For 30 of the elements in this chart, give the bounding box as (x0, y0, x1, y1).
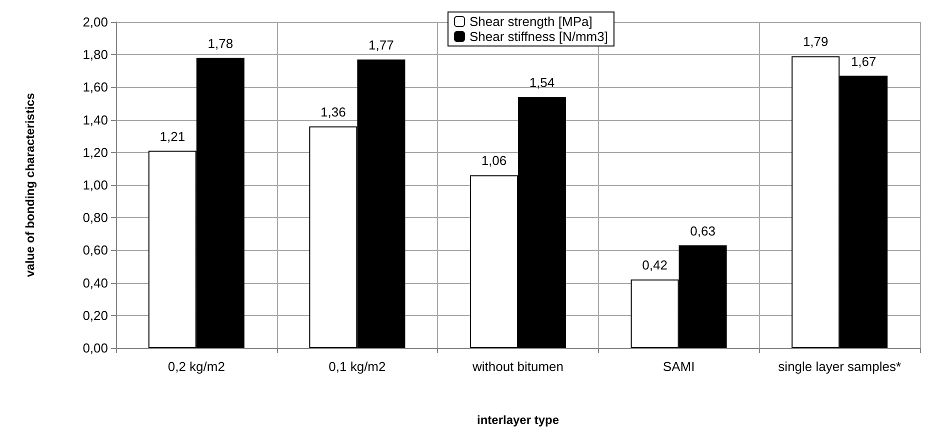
data-label: 0,63 (690, 223, 716, 238)
data-label: 1,78 (208, 36, 234, 51)
y-tick-label: 0,00 (82, 340, 108, 356)
y-tick-label: 1,80 (82, 47, 108, 62)
data-label: 1,06 (481, 153, 507, 168)
data-label: 1,21 (160, 128, 186, 144)
x-tick-label: 0,1 kg/m2 (328, 359, 386, 374)
legend-label: Shear strength [MPa] (470, 14, 592, 29)
x-tick-label: single layer samples* (778, 359, 902, 374)
data-label: 1,67 (850, 54, 876, 69)
y-tick-label: 0,80 (82, 210, 108, 226)
data-label: 1,54 (529, 74, 555, 90)
x-tick-label: 0,2 kg/m2 (168, 359, 225, 374)
x-tick-label: SAMI (662, 359, 695, 374)
y-axis-title: value of bonding characteristics (23, 92, 37, 278)
data-label: 0,42 (642, 258, 668, 273)
y-tick-label: 1,20 (82, 144, 108, 160)
data-label: 1,36 (320, 104, 346, 120)
data-label: 1,77 (368, 37, 394, 52)
y-tick-label: 1,00 (82, 178, 108, 192)
y-tick-label: 2,00 (82, 14, 108, 30)
data-label: 1,79 (802, 34, 828, 50)
y-tick-label: 1,40 (82, 112, 108, 128)
y-tick-label: 0,40 (82, 275, 108, 290)
y-tick-label: 0,20 (82, 308, 108, 323)
legend-label: Shear stiffness [N/mm3] (470, 29, 608, 44)
y-tick-label: 0,60 (82, 242, 108, 258)
x-axis-title: interlayer type (476, 413, 560, 427)
y-tick-label: 1,60 (82, 80, 108, 95)
x-tick-label: without bitumen (471, 359, 564, 374)
